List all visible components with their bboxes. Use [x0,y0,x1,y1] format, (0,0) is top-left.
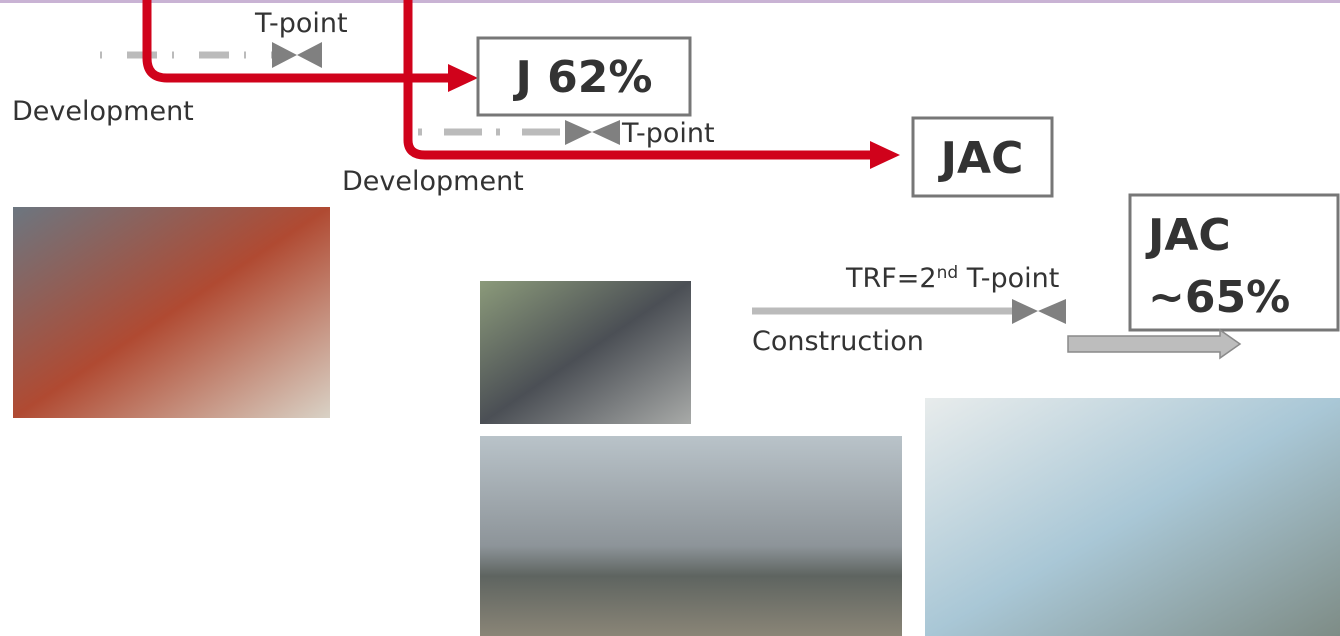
trf-sup: nd [937,263,959,283]
photo [13,207,330,418]
development-label: Development [12,96,194,127]
box-label: JAC [1145,210,1231,261]
diagram: J 62% JAC JAC ~65% T-point Development T… [0,0,1340,636]
valve [272,42,322,68]
photo [480,436,902,636]
tpoint-label: T-point [621,118,715,149]
construction-label: Construction [752,326,924,357]
photo [925,398,1340,636]
trf-text: TRF=2 [845,263,937,294]
development-label: Development [342,166,524,197]
box-label: J 62% [512,52,652,103]
valve [1012,299,1066,324]
trf-text: T-point [958,263,1059,294]
red-arrowhead [448,64,478,92]
grey-arrow [1068,330,1240,358]
photo [480,281,691,424]
valve [565,120,620,145]
box-label: JAC [938,133,1024,184]
tpoint-label: T-point [254,8,348,39]
trf-label: TRF=2nd T-point [845,263,1059,294]
box-label: ~65% [1148,272,1290,323]
red-arrowhead [870,141,900,169]
